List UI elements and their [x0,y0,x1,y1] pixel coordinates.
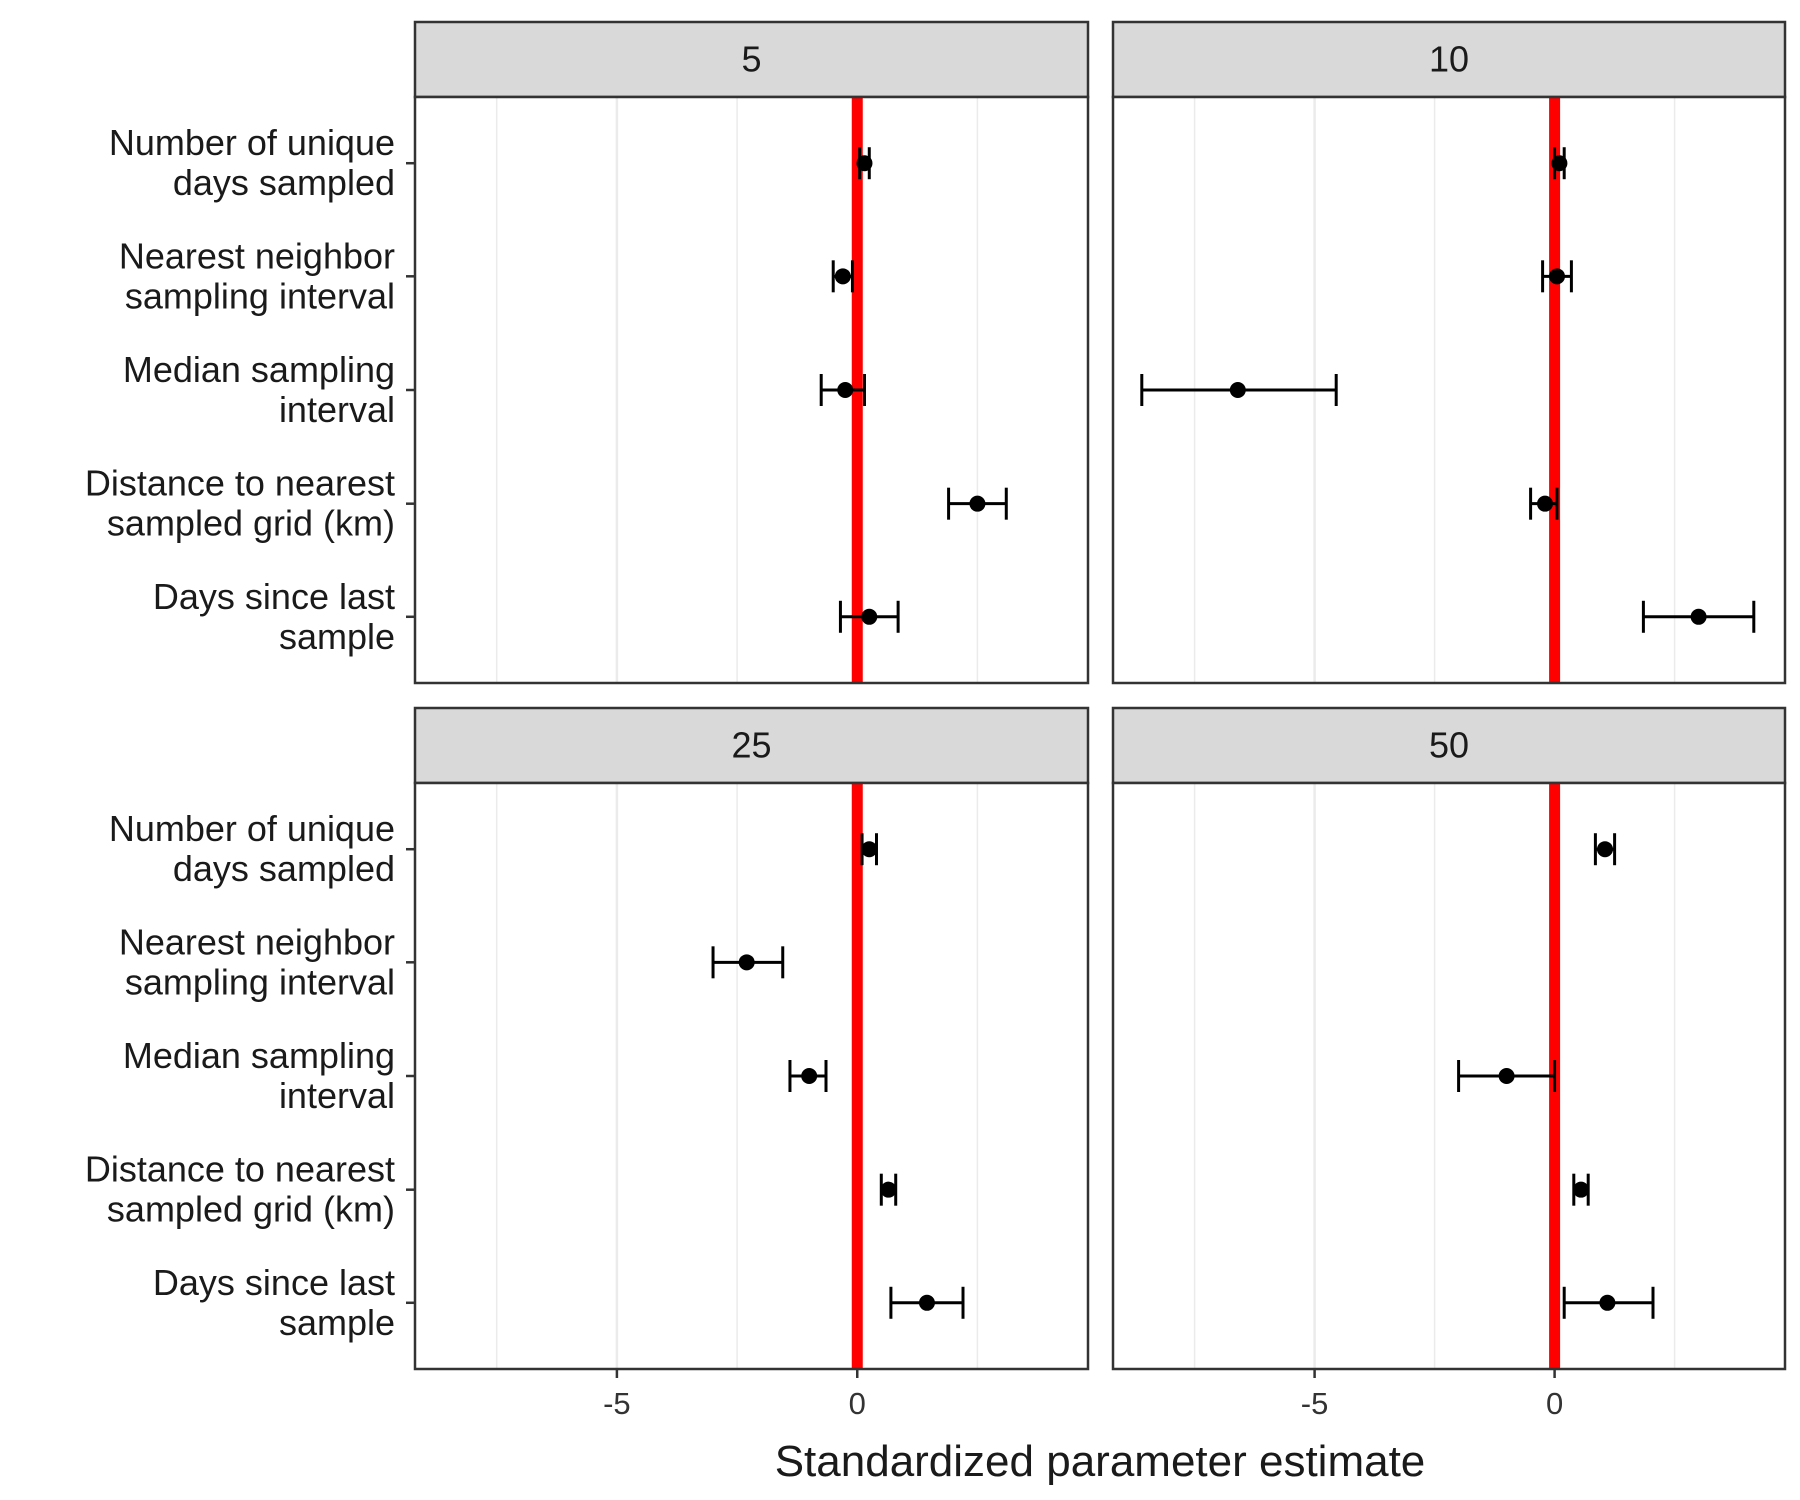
plot-background [415,97,1088,683]
facet-panel-10: 10 [1111,20,1787,685]
facet-strip-label: 10 [1429,39,1469,80]
estimate-point [1599,1294,1616,1311]
category-label-line: sample [279,1302,395,1343]
category-label-line: Days since last [153,576,395,617]
category-label-line: days sampled [173,848,395,889]
category-label-line: sampled grid (km) [107,503,395,544]
panel-border [1111,781,1787,1371]
category-label-line: Number of unique [109,122,395,163]
estimate-point [918,1294,935,1311]
category-label-line: Number of unique [109,808,395,849]
facet-strip-label: 5 [741,39,761,80]
facet-strip [413,20,1090,99]
x-tick-label: 0 [849,1386,866,1421]
estimate-point [1229,382,1246,398]
estimate-point [861,841,878,858]
category-label-line: sampled grid (km) [107,1189,395,1230]
category-label-line: Median sampling [123,349,395,390]
category-label-line: days sampled [173,162,395,203]
estimate-point [1597,841,1613,858]
category-label: Days since last sample [153,576,395,657]
category-label-line: Median sampling [123,1035,395,1076]
x-tick-label: -5 [1301,1386,1329,1421]
estimate-point [1551,155,1568,172]
category-label-line: Days since last [153,1262,395,1303]
category-label: Days since last sample [153,1262,395,1343]
x-tick-label: -5 [603,1386,631,1421]
category-label: Median sampling interval [123,349,395,430]
category-label: Number of unique days sampled [109,808,395,889]
category-label: Distance to nearest sampled grid (km) [85,1149,395,1230]
category-label-line: Nearest neighbor [119,921,395,962]
facet-strip-label: 50 [1429,725,1469,766]
facet-panel-50: 50 [1111,706,1787,1371]
category-label: Nearest neighbor sampling interval [119,235,395,316]
estimate-point [1573,1181,1589,1198]
category-label-line: Distance to nearest [85,463,395,504]
estimate-point [738,954,755,971]
category-label-line: interval [279,389,395,430]
estimate-point [1537,495,1553,512]
estimate-point [1549,268,1565,285]
facet-panel-25: 25 [413,706,1090,1371]
facet-panels: 5 10 25 50 [413,20,1787,1371]
category-label-line: interval [279,1075,395,1116]
category-label-line: sample [279,616,395,657]
estimate-point [969,495,986,512]
category-label-line: sampling interval [125,275,395,316]
x-axis-title: Standardized parameter estimate [775,1437,1426,1486]
plot-background [1113,783,1785,1369]
category-label: Number of unique days sampled [109,122,395,203]
category-label-line: sampling interval [125,961,395,1002]
facet-strip [1111,706,1787,785]
plot-background [415,783,1088,1369]
estimate-point [837,382,854,398]
category-label-line: Nearest neighbor [119,235,395,276]
x-tick-label: 0 [1546,1386,1563,1421]
panel-border [1111,95,1787,685]
estimate-point [856,155,873,172]
x-axis-ticks: -5 0 -5 0 [603,1369,1563,1421]
estimate-point [1690,608,1707,625]
facet-panel-5: 5 [413,20,1090,685]
category-label: Distance to nearest sampled grid (km) [85,463,395,544]
estimate-point [801,1068,818,1084]
estimate-point [880,1181,897,1198]
facet-strip-label: 25 [731,725,771,766]
estimate-point [861,608,878,625]
category-label-line: Distance to nearest [85,1149,395,1190]
estimate-point [1498,1068,1515,1084]
facet-strip [413,706,1090,785]
category-label: Median sampling interval [123,1035,395,1116]
estimate-point [834,268,851,285]
facet-strip [1111,20,1787,99]
category-label: Nearest neighbor sampling interval [119,921,395,1002]
